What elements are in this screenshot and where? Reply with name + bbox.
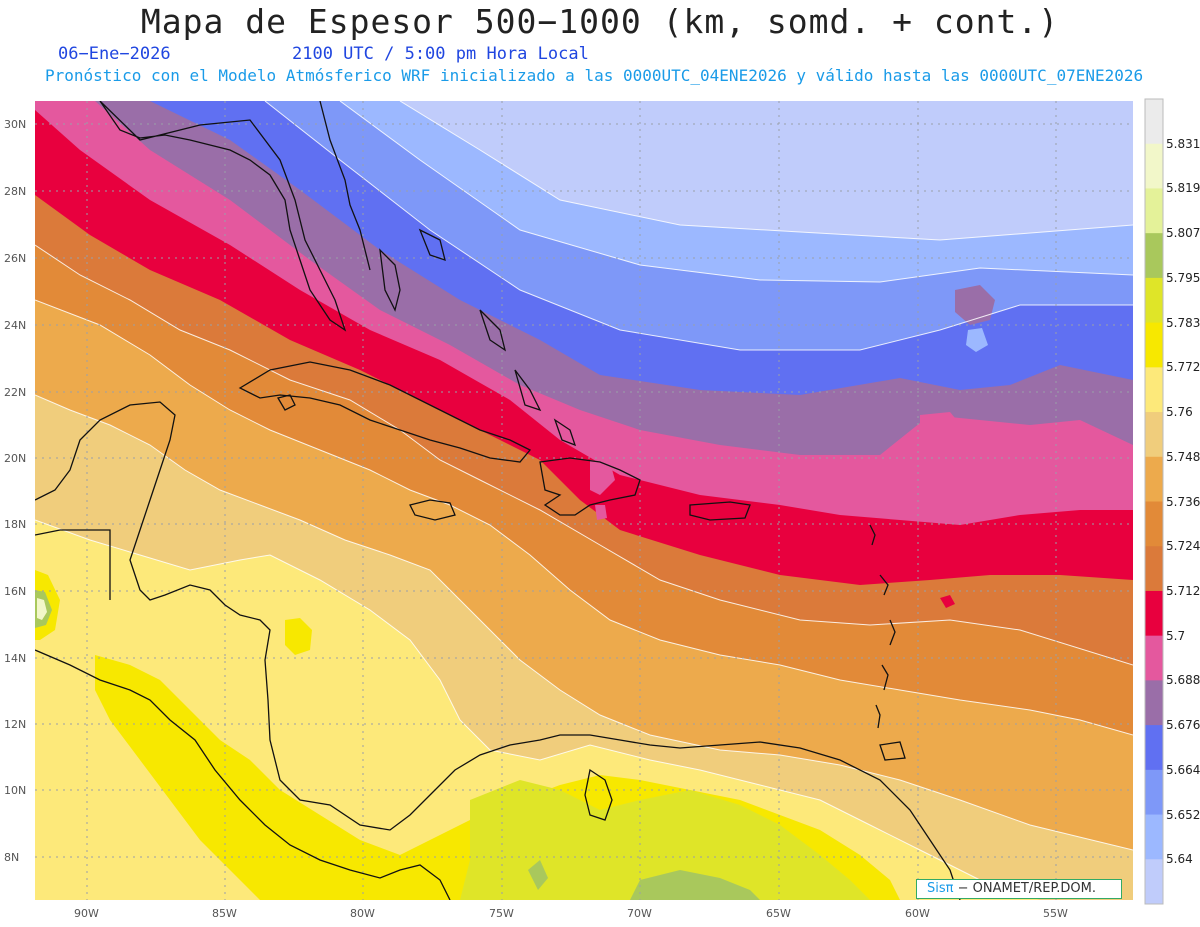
thickness-contour-fill	[35, 101, 1133, 900]
legend-label: 5.676	[1166, 718, 1200, 733]
legend-label: 5.724	[1166, 539, 1200, 554]
lon-label: 70W	[627, 907, 652, 920]
legend-label: 5.736	[1166, 494, 1200, 509]
lat-label: 14N	[4, 652, 26, 665]
legend-label: 5.76	[1166, 405, 1193, 420]
lon-label: 65W	[766, 907, 791, 920]
legend-swatch	[1145, 680, 1163, 726]
legend-label: 5.819	[1166, 181, 1200, 196]
lat-label: 24N	[4, 319, 26, 332]
legend-swatch	[1145, 188, 1163, 234]
lat-label: 8N	[4, 851, 19, 864]
legend-swatch	[1145, 635, 1163, 681]
forecast-time: 2100 UTC / 5:00 pm Hora Local	[292, 44, 589, 64]
forecast-date: 06−Ene−2026	[58, 44, 171, 64]
legend-swatch	[1145, 546, 1163, 592]
credit-text: − ONAMET/REP.DOM.	[953, 881, 1097, 896]
legend-swatch	[1145, 814, 1163, 860]
legend-label: 5.772	[1166, 360, 1200, 375]
legend-swatch	[1145, 143, 1163, 189]
lat-label: 10N	[4, 784, 26, 797]
model-description: Pronóstico con el Modelo Atmósferico WRF…	[45, 66, 1144, 85]
lat-label: 20N	[4, 452, 26, 465]
lat-label: 22N	[4, 386, 26, 399]
lon-label: 55W	[1043, 907, 1068, 920]
legend-label: 5.7	[1166, 628, 1186, 643]
legend-swatch	[1145, 769, 1163, 816]
lon-label: 60W	[905, 907, 930, 920]
legend-swatch	[1145, 725, 1163, 771]
legend-label: 5.664	[1166, 762, 1200, 777]
map-title: Mapa de Espesor 500−1000 (km, somd. + co…	[140, 2, 1060, 41]
legend-label: 5.783	[1166, 315, 1200, 330]
legend-swatch	[1145, 590, 1163, 637]
lat-label: 12N	[4, 718, 26, 731]
color-legend	[1144, 98, 1164, 905]
legend-label: 5.712	[1166, 583, 1200, 598]
lat-label: 26N	[4, 252, 26, 265]
legend-swatch	[1145, 412, 1163, 458]
contour-lines	[35, 101, 1133, 881]
legend-frame	[1144, 98, 1164, 905]
legend-swatch	[1145, 501, 1163, 547]
lon-label: 90W	[74, 907, 99, 920]
lon-label: 85W	[212, 907, 237, 920]
credit-brand: Sisπ	[927, 881, 954, 896]
legend-label: 5.652	[1166, 807, 1200, 822]
legend-label: 5.748	[1166, 449, 1200, 464]
latitude-labels: 30N 28N 26N 24N 22N 20N 18N 16N 14N 12N …	[4, 118, 26, 864]
legend-swatch	[1145, 277, 1163, 324]
legend-swatch	[1145, 456, 1163, 502]
lat-label: 18N	[4, 518, 26, 531]
lat-label: 30N	[4, 118, 26, 131]
lon-label: 75W	[489, 907, 514, 920]
legend-swatch	[1145, 859, 1163, 905]
legend-label: 5.64	[1166, 852, 1193, 867]
legend-label: 5.807	[1166, 226, 1200, 241]
lat-label: 16N	[4, 585, 26, 598]
legend-label: 5.795	[1166, 270, 1200, 285]
credit-box: Sisπ − ONAMET/REP.DOM.	[916, 879, 1122, 899]
legend-label: 5.688	[1166, 673, 1200, 688]
longitude-labels: 90W 85W 80W 75W 70W 65W 60W 55W	[74, 907, 1068, 920]
legend-swatch	[1145, 99, 1163, 145]
coastlines	[35, 101, 961, 900]
lat-lon-grid	[35, 101, 1133, 900]
lon-label: 80W	[350, 907, 375, 920]
legend-swatch	[1145, 367, 1163, 413]
lat-label: 28N	[4, 185, 26, 198]
legend-label: 5.831	[1166, 136, 1200, 151]
legend-swatch	[1145, 322, 1163, 368]
legend-swatch	[1145, 233, 1163, 279]
